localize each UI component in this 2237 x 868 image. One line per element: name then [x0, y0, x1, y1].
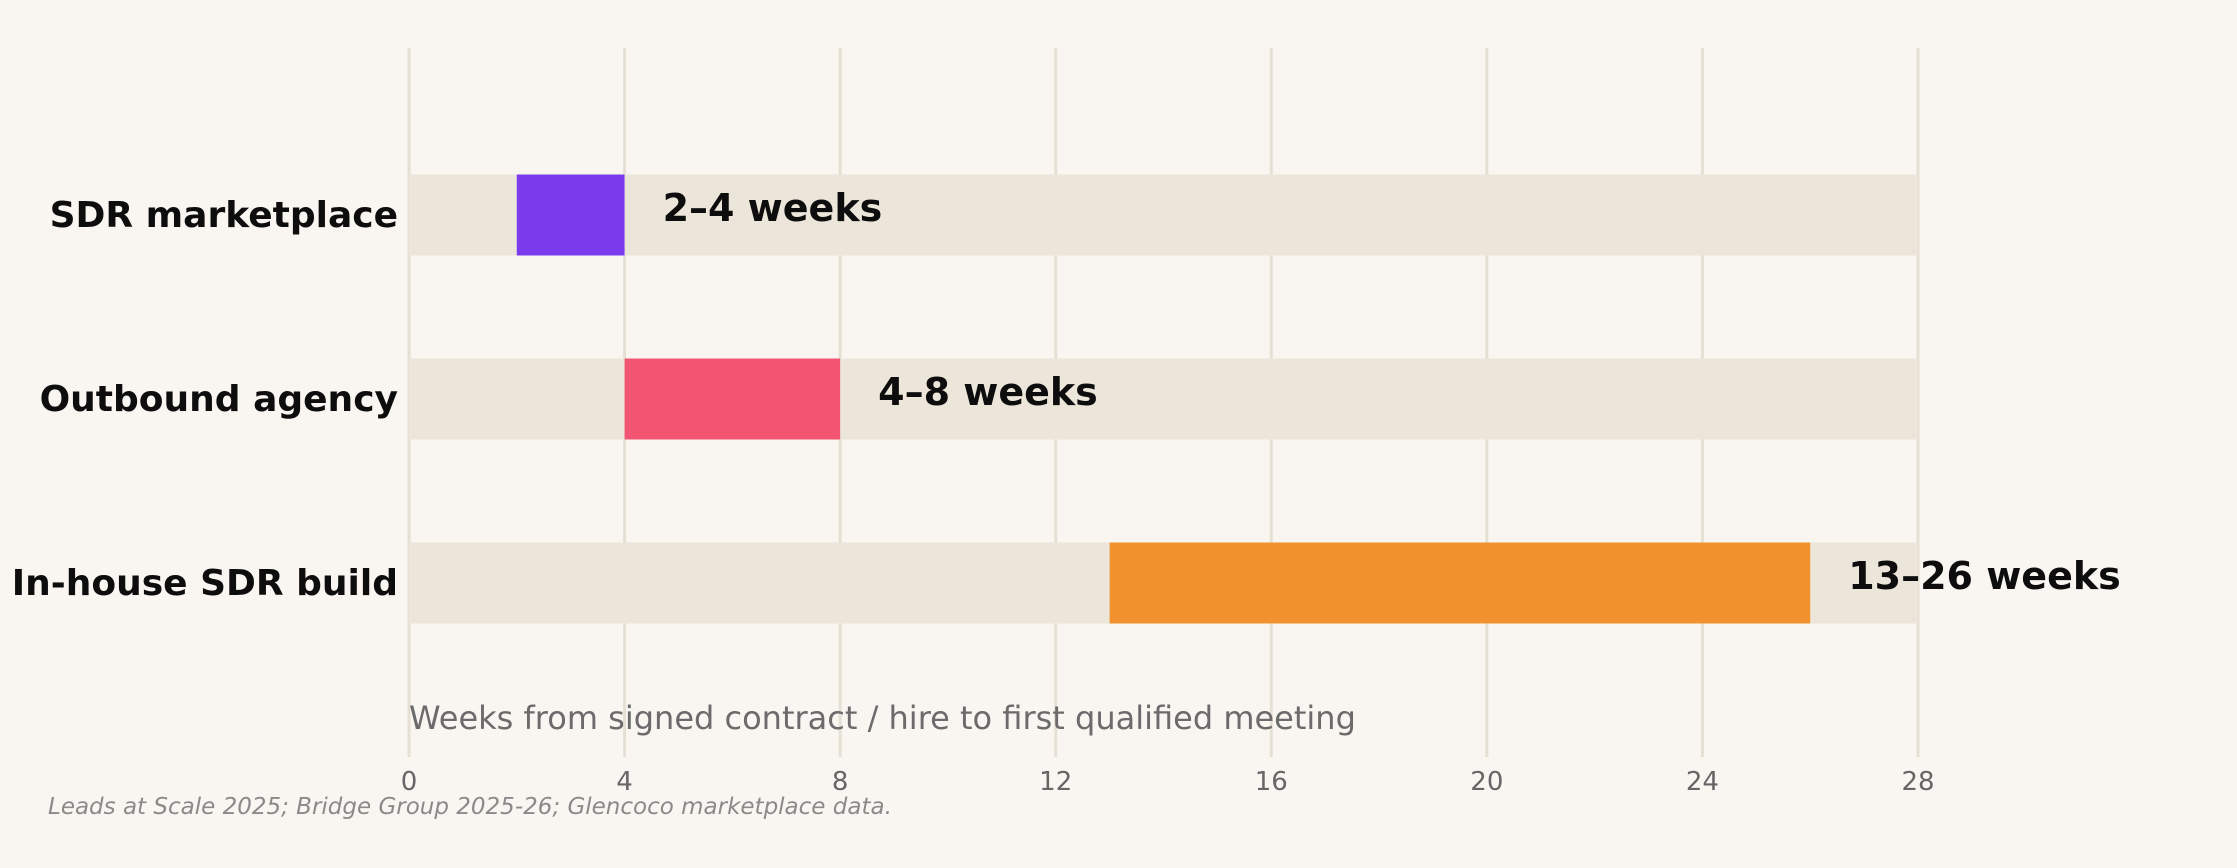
range-bars — [516, 174, 1811, 624]
category-label: In-house SDR build — [12, 563, 398, 604]
range-bar — [1109, 542, 1811, 624]
x-tick-label: 12 — [1039, 767, 1072, 797]
x-tick-label: 8 — [832, 767, 849, 797]
range-value-label: 13–26 weeks — [1848, 554, 2121, 598]
range-value-label: 4–8 weeks — [878, 370, 1098, 414]
range-value-label: 2–4 weeks — [663, 186, 883, 230]
category-label: SDR marketplace — [50, 195, 398, 236]
x-tick-label: 0 — [401, 767, 418, 797]
source-note: Leads at Scale 2025; Bridge Group 2025-2… — [48, 794, 892, 820]
category-label: Outbound agency — [40, 379, 398, 420]
bar-track — [409, 174, 1918, 256]
x-tick-label: 16 — [1255, 767, 1288, 797]
x-axis-ticks: 0 4 8 12 16 20 24 28 — [401, 767, 1935, 797]
range-bar — [516, 174, 625, 256]
labels: SDR marketplace 2–4 weeks Outbound agency 4… — [12, 186, 2121, 604]
x-tick-label: 20 — [1470, 767, 1503, 797]
x-tick-label: 28 — [1901, 767, 1934, 797]
x-axis-title: Weeks from signed contract / hire to fir… — [409, 699, 1356, 737]
range-bar — [624, 358, 841, 440]
x-tick-label: 4 — [616, 767, 633, 797]
x-tick-label: 24 — [1686, 767, 1719, 797]
